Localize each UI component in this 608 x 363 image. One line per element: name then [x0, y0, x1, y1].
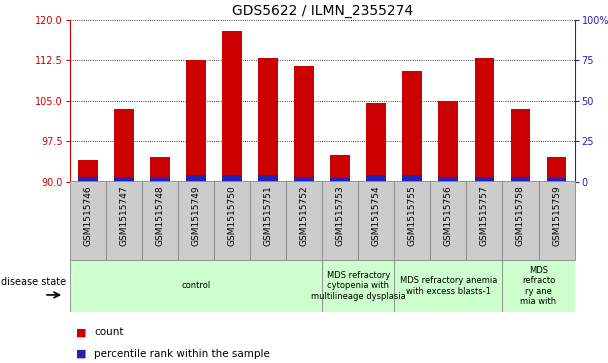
Bar	[258, 58, 278, 182]
Text: control: control	[181, 281, 211, 290]
Bar	[222, 175, 242, 182]
Text: ■: ■	[76, 349, 86, 359]
Text: percentile rank within the sample: percentile rank within the sample	[94, 349, 270, 359]
Bar	[358, 182, 395, 260]
Text: GSM1515759: GSM1515759	[552, 185, 561, 246]
Text: MDS refractory anemia
with excess blasts-1: MDS refractory anemia with excess blasts…	[399, 276, 497, 295]
Bar	[294, 66, 314, 182]
Bar	[294, 177, 314, 182]
Bar	[539, 182, 575, 260]
Bar	[330, 155, 350, 182]
Bar	[438, 101, 458, 182]
Bar	[547, 157, 567, 182]
Bar	[214, 182, 250, 260]
Bar	[222, 31, 242, 182]
Bar	[547, 178, 567, 182]
Text: GSM1515752: GSM1515752	[300, 185, 309, 246]
Title: GDS5622 / ILMN_2355274: GDS5622 / ILMN_2355274	[232, 4, 413, 17]
Bar	[114, 109, 134, 182]
Bar	[466, 182, 502, 260]
Bar	[511, 177, 530, 182]
Text: GSM1515755: GSM1515755	[408, 185, 417, 246]
Bar	[330, 178, 350, 182]
Bar	[322, 260, 395, 312]
Bar	[150, 178, 170, 182]
Text: GSM1515749: GSM1515749	[192, 185, 201, 246]
Bar	[367, 103, 386, 182]
Text: GSM1515747: GSM1515747	[120, 185, 128, 246]
Text: GSM1515756: GSM1515756	[444, 185, 453, 246]
Bar	[186, 60, 206, 182]
Bar	[70, 182, 106, 260]
Text: GSM1515753: GSM1515753	[336, 185, 345, 246]
Bar	[186, 175, 206, 182]
Bar	[430, 182, 466, 260]
Bar	[474, 177, 494, 182]
Bar	[114, 177, 134, 182]
Bar	[474, 58, 494, 182]
Bar	[70, 260, 322, 312]
Text: GSM1515748: GSM1515748	[156, 185, 165, 246]
Text: MDS
refracto
ry ane
mia with: MDS refracto ry ane mia with	[520, 266, 556, 306]
Bar	[438, 177, 458, 182]
Text: MDS refractory
cytopenia with
multilineage dysplasia: MDS refractory cytopenia with multilinea…	[311, 271, 406, 301]
Bar	[150, 157, 170, 182]
Bar	[395, 182, 430, 260]
Bar	[142, 182, 178, 260]
Text: GSM1515758: GSM1515758	[516, 185, 525, 246]
Bar	[106, 182, 142, 260]
Text: GSM1515751: GSM1515751	[264, 185, 272, 246]
Bar	[178, 182, 214, 260]
Text: GSM1515746: GSM1515746	[83, 185, 92, 246]
Bar	[395, 260, 502, 312]
Bar	[322, 182, 358, 260]
Bar	[258, 175, 278, 182]
Text: GSM1515757: GSM1515757	[480, 185, 489, 246]
Text: GSM1515750: GSM1515750	[227, 185, 237, 246]
Text: count: count	[94, 327, 124, 337]
Bar	[78, 160, 98, 182]
Bar	[402, 71, 423, 182]
Text: ■: ■	[76, 327, 86, 337]
Bar	[511, 109, 530, 182]
Bar	[402, 175, 423, 182]
Bar	[78, 177, 98, 182]
Text: disease state: disease state	[1, 277, 66, 287]
Bar	[250, 182, 286, 260]
Bar	[502, 260, 575, 312]
Bar	[286, 182, 322, 260]
Bar	[502, 182, 539, 260]
Bar	[367, 175, 386, 182]
Text: GSM1515754: GSM1515754	[372, 185, 381, 246]
